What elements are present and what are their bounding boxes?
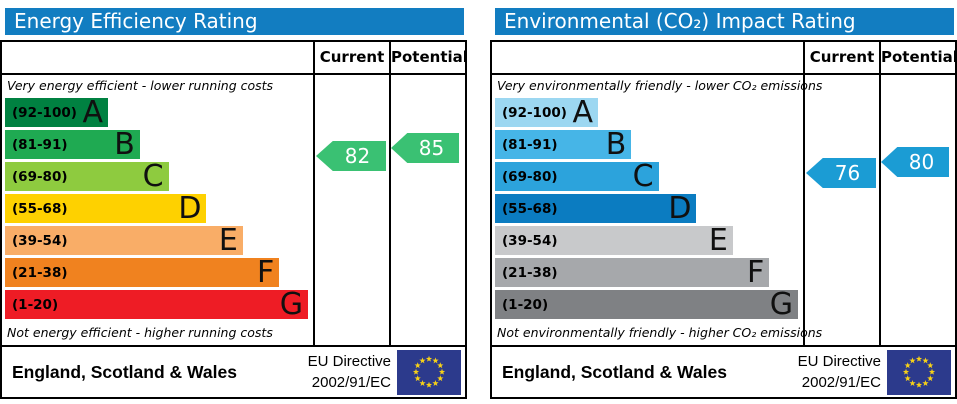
band-c: (69-80) C: [5, 159, 169, 194]
band-letter: B: [114, 127, 135, 162]
band-letter: A: [572, 95, 594, 130]
column-divider: [389, 42, 391, 345]
current-rating-arrow: 76: [806, 158, 876, 188]
band-letter: C: [632, 159, 654, 194]
band-letter: C: [142, 159, 164, 194]
band-letter: E: [708, 223, 728, 258]
header-divider: [2, 73, 465, 75]
bottom-note: Not environmentally friendly - higher CO…: [497, 325, 823, 340]
current-rating-value: 76: [834, 161, 861, 185]
potential-column-header: Potential: [391, 48, 468, 66]
rating-bands: (92-100) A (81-91) B (69-80) C (55-68) D…: [495, 98, 798, 322]
band-range: (21-38): [12, 264, 68, 281]
current-rating-value: 82: [344, 144, 371, 168]
potential-column-header: Potential: [881, 48, 957, 66]
column-divider: [803, 42, 805, 345]
band-e: (39-54) E: [495, 223, 733, 258]
current-column-header: Current: [809, 48, 875, 66]
band-range: (81-91): [502, 136, 558, 153]
band-e: (39-54) E: [5, 223, 243, 258]
top-note: Very energy efficient - lower running co…: [7, 78, 274, 93]
region-label: England, Scotland & Wales: [12, 361, 237, 382]
band-g: (1-20) G: [495, 287, 798, 322]
eu-directive-label: EU Directive 2002/91/EC: [307, 353, 391, 391]
eu-flag-icon: [397, 350, 461, 395]
bottom-note: Not energy efficient - higher running co…: [7, 325, 273, 340]
column-divider: [879, 42, 881, 345]
footer-divider: [492, 345, 955, 347]
band-b: (81-91) B: [5, 127, 140, 162]
co2-impact-panel: Environmental (CO₂) Impact Rating Curren…: [490, 0, 957, 404]
potential-rating-value: 85: [418, 136, 445, 160]
band-range: (39-54): [502, 232, 558, 249]
top-note: Very environmentally friendly - lower CO…: [497, 78, 823, 93]
band-letter: F: [746, 255, 765, 290]
band-range: (39-54): [12, 232, 68, 249]
band-range: (55-68): [12, 200, 68, 217]
potential-rating-arrow: 80: [881, 147, 949, 177]
band-range: (81-91): [12, 136, 68, 153]
band-letter: D: [178, 191, 202, 226]
potential-rating-arrow: 85: [391, 133, 459, 163]
band-range: (21-38): [502, 264, 558, 281]
footer: England, Scotland & Wales EU Directive 2…: [492, 347, 955, 397]
band-b: (81-91) B: [495, 127, 632, 162]
eu-directive-label: EU Directive 2002/91/EC: [797, 353, 881, 391]
current-column-header: Current: [319, 48, 385, 66]
band-letter: G: [279, 287, 303, 322]
band-g: (1-20) G: [5, 287, 308, 322]
footer: England, Scotland & Wales EU Directive 2…: [2, 347, 465, 397]
band-letter: B: [605, 127, 627, 162]
current-rating-arrow: 82: [316, 141, 386, 171]
band-range: (55-68): [502, 200, 558, 217]
band-range: (1-20): [12, 296, 59, 313]
energy-efficiency-panel: Energy Efficiency Rating Current Potenti…: [0, 0, 468, 404]
band-f: (21-38) F: [5, 255, 280, 290]
eu-flag-icon: [887, 350, 951, 395]
band-d: (55-68) D: [5, 191, 207, 226]
panel-title: Energy Efficiency Rating: [5, 8, 464, 35]
band-range: (69-80): [12, 168, 68, 185]
potential-rating-value: 80: [908, 150, 935, 174]
band-a: (92-100) A: [495, 95, 599, 130]
band-d: (55-68) D: [495, 191, 697, 226]
band-letter: E: [218, 223, 238, 258]
header-divider: [492, 73, 955, 75]
band-letter: G: [769, 287, 793, 322]
band-f: (21-38) F: [495, 255, 770, 290]
band-letter: F: [256, 255, 275, 290]
band-range: (92-100): [12, 104, 77, 121]
region-label: England, Scotland & Wales: [502, 361, 727, 382]
rating-chart: Current Potential Very environmentally f…: [490, 40, 957, 399]
band-a: (92-100) A: [5, 95, 109, 130]
rating-chart: Current Potential Very energy efficient …: [0, 40, 468, 399]
band-letter: D: [668, 191, 692, 226]
column-divider: [313, 42, 315, 345]
rating-bands: (92-100) A (81-91) B (69-80) C (55-68) D…: [5, 98, 308, 322]
band-range: (69-80): [502, 168, 558, 185]
footer-divider: [2, 345, 465, 347]
band-letter: A: [82, 95, 104, 130]
panel-title: Environmental (CO₂) Impact Rating: [495, 8, 954, 35]
band-c: (69-80) C: [495, 159, 659, 194]
band-range: (92-100): [502, 104, 567, 121]
band-range: (1-20): [502, 296, 549, 313]
